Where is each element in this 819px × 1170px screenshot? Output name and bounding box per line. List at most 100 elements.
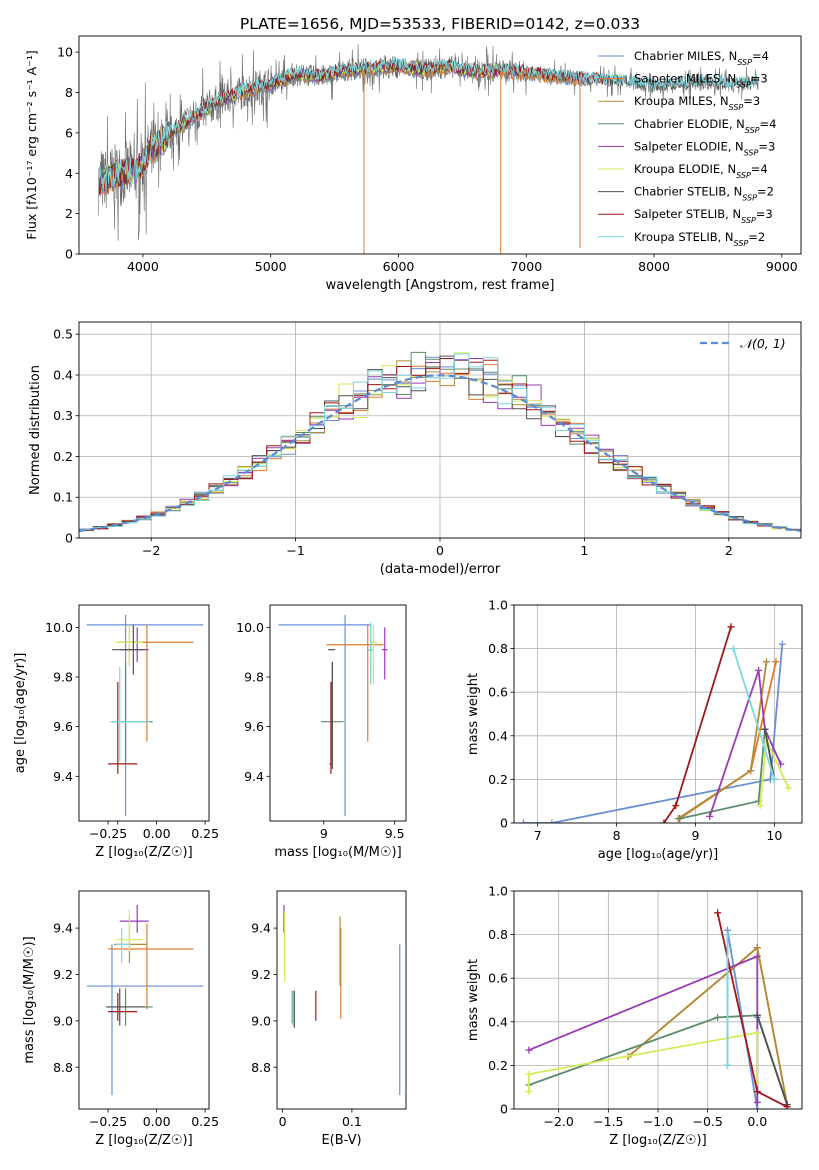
legend-entry: Kroupa ELODIE, NSSP=4 xyxy=(634,162,768,180)
y-tick-label: 0.4 xyxy=(488,1014,508,1029)
weight-line-kroupa-stelib xyxy=(732,648,776,780)
y-tick-label: 9.4 xyxy=(244,769,264,784)
x-tick-label: 0.00 xyxy=(143,826,171,841)
age-vs-Z-x-ticks: −0.25 0.00 0.25 xyxy=(89,821,219,841)
mass-vs-Z-panel: −0.25 0.00 0.25 8.8 9.0 9.2 9.4 Z [log₁₀(Z/Z☉)]… xyxy=(22,890,219,1148)
weight-point xyxy=(525,1046,533,1054)
spectrum-legend: Chabrier MILES, NSSP=4 Salpeter MILES, NS… xyxy=(598,49,776,247)
weight-vs-Z-frame xyxy=(513,890,803,1110)
y-tick-label: 0.2 xyxy=(488,1058,508,1073)
x-tick-label: 9 xyxy=(320,826,328,841)
x-tick-label: 2 xyxy=(725,543,733,558)
x-tick-label: 0.1 xyxy=(342,1114,362,1129)
y-tick-label: 9.8 xyxy=(53,670,73,685)
x-tick-label: 5000 xyxy=(255,259,287,274)
y-tick-label: 2 xyxy=(65,206,73,221)
weight-point xyxy=(753,1029,761,1037)
x-tick-label: −2.0 xyxy=(544,1114,574,1129)
x-tick-label: 0.0 xyxy=(747,1114,767,1129)
x-tick-label: −0.25 xyxy=(89,1114,127,1129)
x-tick-label: 0.00 xyxy=(143,1114,171,1129)
weight-point xyxy=(672,802,680,810)
y-tick-label: 0.2 xyxy=(488,772,508,787)
y-tick-label: 9.6 xyxy=(244,719,264,734)
residuals-frame xyxy=(78,321,802,539)
legend-entry: Kroupa MILES, NSSP=3 xyxy=(634,94,760,112)
weight-vs-age-panel: 7 8 9 10 0 0.2 0.4 0.6 0.8 1.0 age [log₁₀(age/yr)]… xyxy=(466,598,803,862)
model-spectrum-chabrier-miles xyxy=(99,62,584,195)
age-vs-mass-plot-area xyxy=(278,614,388,817)
residual-histogram-kroupa-stelib xyxy=(79,353,801,531)
spectrum-y-label: Flux [fλ10⁻¹⁷ erg cm⁻² s⁻¹ A⁻¹] xyxy=(24,50,39,239)
weight-point xyxy=(714,909,722,917)
age-vs-Z-y-ticks: 9.4 9.6 9.8 10.0 xyxy=(45,620,79,784)
x-tick-label: 4000 xyxy=(127,259,159,274)
y-tick-label: 1.0 xyxy=(488,884,508,899)
weight-point xyxy=(676,815,684,823)
mass-vs-Z-plot-area xyxy=(86,904,204,1096)
y-tick-label: 8.8 xyxy=(53,1060,73,1075)
weight-vs-age-y-label: mass weight xyxy=(466,673,481,755)
mass-vs-EBV-frame xyxy=(276,890,407,1110)
mass-vs-EBV-x-ticks: 0 0.1 xyxy=(279,1109,362,1129)
x-tick-label: −0.5 xyxy=(692,1114,722,1129)
mass-vs-EBV-x-label: E(B-V) xyxy=(321,1133,361,1148)
weight-point xyxy=(660,819,668,823)
weight-line-chabrier-stelib xyxy=(756,1015,788,1105)
x-tick-label: 0.25 xyxy=(191,1114,219,1129)
residuals-panel: −2 −1 0 1 2 0 0.1 0.2 0.3 0.4 0.5 (data-model)/erro… xyxy=(28,321,802,577)
legend-entry: Chabrier STELIB, NSSP=2 xyxy=(634,185,774,203)
residuals-y-ticks: 0 0.1 0.2 0.3 0.4 0.5 xyxy=(53,327,79,546)
weight-line-salpeter-elodie xyxy=(708,670,782,817)
x-tick-label: 8 xyxy=(613,828,621,843)
weight-point xyxy=(706,812,714,820)
legend-entry: Salpeter ELODIE, NSSP=3 xyxy=(634,139,775,157)
mass-vs-Z-x-label: Z [log₁₀(Z/Z☉)] xyxy=(95,1133,192,1148)
mass-vs-Z-y-label: mass [log₁₀(M/M☉)] xyxy=(22,936,37,1063)
y-tick-label: 9.0 xyxy=(53,1013,73,1028)
figure-title: PLATE=1656, MJD=53533, FIBERID=0142, z=0… xyxy=(240,15,640,33)
weight-vs-age-plot-area xyxy=(514,605,802,823)
y-tick-label: 9.4 xyxy=(251,921,271,936)
y-tick-label: 0 xyxy=(500,1102,508,1117)
x-tick-label: 9 xyxy=(692,828,700,843)
weight-vs-Z-x-ticks: −2.0 −1.5 −1.0 −0.5 0.0 xyxy=(544,1109,767,1129)
weight-point xyxy=(727,623,735,631)
weight-line-kroupa-elodie xyxy=(528,1031,759,1092)
weight-point xyxy=(525,1070,533,1078)
weight-vs-Z-panel: −2.0 −1.5 −1.0 −0.5 0.0 0 0.2 0.4 0.6 0.8 1.0 Z [lo… xyxy=(466,884,803,1148)
weight-vs-age-x-label: age [log₁₀(age/yr)] xyxy=(598,847,719,862)
y-tick-label: 8.8 xyxy=(251,1060,271,1075)
y-tick-label: 10.0 xyxy=(236,620,264,635)
y-tick-label: 10.0 xyxy=(45,620,73,635)
y-tick-label: 8 xyxy=(65,85,73,100)
weight-point xyxy=(756,802,764,810)
residuals-x-ticks: −2 −1 0 1 2 xyxy=(142,538,733,558)
weight-line-chabrier-stelib xyxy=(764,729,776,780)
spectrum-x-ticks: 4000 5000 6000 7000 8000 9000 xyxy=(127,254,798,274)
y-tick-label: 9.4 xyxy=(53,769,73,784)
age-vs-mass-x-label: mass [log₁₀(M/M☉)] xyxy=(274,845,401,860)
y-tick-label: 0 xyxy=(500,816,508,831)
weight-vs-age-x-ticks: 7 8 9 10 xyxy=(534,823,782,843)
y-tick-label: 4 xyxy=(65,166,73,181)
weight-vs-Z-x-label: Z [log₁₀(Z/Z☉)] xyxy=(609,1133,706,1148)
x-tick-label: 8000 xyxy=(638,259,670,274)
spectrum-x-label: wavelength [Angstrom, rest frame] xyxy=(326,278,555,293)
weight-point xyxy=(761,725,769,733)
x-tick-label: 7 xyxy=(534,828,542,843)
weight-point xyxy=(525,1088,533,1096)
spectrum-plot-area xyxy=(97,43,760,254)
y-tick-label: 9.2 xyxy=(251,967,271,982)
weight-vs-Z-y-ticks: 0 0.2 0.4 0.6 0.8 1.0 xyxy=(488,884,514,1117)
weight-point xyxy=(714,1013,722,1021)
age-vs-Z-y-label: age [log₁₀(age/yr)] xyxy=(13,653,28,774)
y-tick-label: 0.4 xyxy=(488,728,508,743)
weight-point xyxy=(785,784,793,792)
weight-point xyxy=(772,658,780,666)
residuals-x-label: (data-model)/error xyxy=(380,562,501,577)
x-tick-label: 9000 xyxy=(766,259,798,274)
legend-entry: Kroupa STELIB, NSSP=2 xyxy=(634,230,765,248)
weight-point xyxy=(747,767,755,775)
y-tick-label: 0.4 xyxy=(53,367,73,382)
